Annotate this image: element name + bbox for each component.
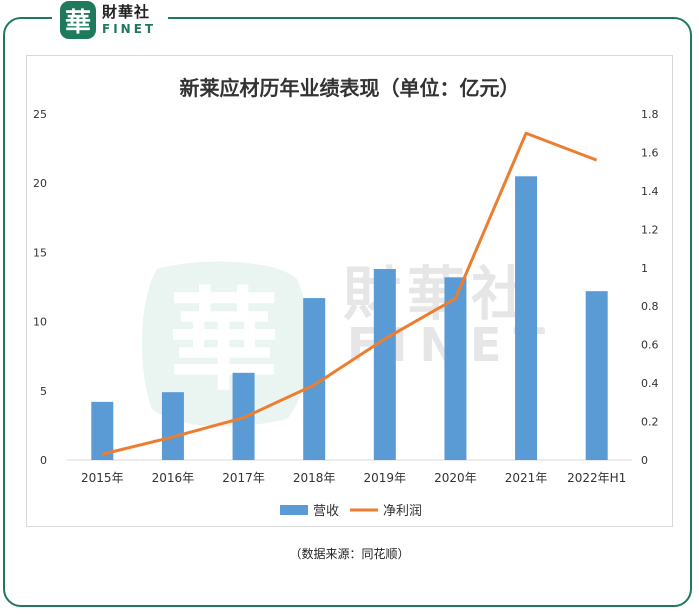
y-right-tick-label: 0 <box>641 454 648 467</box>
x-tick-label: 2016年 <box>152 471 195 485</box>
y-left-tick-label: 20 <box>33 177 47 190</box>
x-tick-label: 2015年 <box>81 471 124 485</box>
source-note: （数据来源：同花顺） <box>289 547 410 561</box>
watermark-seal: 華 <box>141 261 309 427</box>
y-right-tick-label: 1.4 <box>641 185 659 198</box>
x-tick-label: 2021年 <box>505 471 548 485</box>
y-right-tick-label: 1.6 <box>641 146 659 159</box>
y-right-tick-label: 0.6 <box>641 339 659 352</box>
y-left-tick-label: 25 <box>33 108 47 121</box>
chart-container: 華 新莱应材历年业绩表现（单位：亿元） 財華社FINET051015202500… <box>26 55 673 527</box>
chart-plot: 財華社FINET051015202500.20.40.60.811.21.41.… <box>33 108 659 519</box>
y-right-tick-label: 1.2 <box>641 223 659 236</box>
y-left-tick-label: 15 <box>33 246 47 259</box>
revenue-bar <box>444 277 467 460</box>
revenue-bar <box>585 291 608 460</box>
x-tick-label: 2017年 <box>222 471 265 485</box>
y-right-tick-label: 1 <box>641 262 648 275</box>
x-tick-label: 2018年 <box>293 471 336 485</box>
finet-logo: 華 財華社 FINET <box>52 0 169 40</box>
logo-mark: 華 <box>60 1 96 39</box>
y-right-tick-label: 0.2 <box>641 416 659 429</box>
y-right-tick-label: 0.8 <box>641 300 659 313</box>
revenue-bar <box>373 269 396 460</box>
revenue-bar <box>161 392 184 460</box>
x-tick-label: 2022年H1 <box>567 471 626 485</box>
legend-label-net-profit: 净利润 <box>383 504 422 519</box>
legend-swatch-revenue <box>280 505 308 515</box>
net-profit-line <box>101 131 598 456</box>
y-left-tick-label: 5 <box>40 385 47 398</box>
chart-title: 新莱应材历年业绩表现（单位：亿元） <box>179 76 520 100</box>
legend-label-revenue: 营收 <box>313 504 339 519</box>
y-right-tick-label: 1.8 <box>641 108 659 121</box>
logo-en: FINET <box>102 22 157 36</box>
revenue-bar <box>515 176 538 460</box>
y-right-tick-label: 0.4 <box>641 377 659 390</box>
outer-frame <box>3 17 692 607</box>
y-left-tick-label: 10 <box>33 316 47 329</box>
revenue-bar <box>91 401 114 460</box>
logo-text: 財華社 FINET <box>102 3 157 36</box>
revenue-bar <box>303 298 326 460</box>
x-tick-label: 2019年 <box>364 471 407 485</box>
x-tick-label: 2020年 <box>434 471 477 485</box>
y-left-tick-label: 0 <box>40 454 47 467</box>
logo-cn: 財華社 <box>102 3 151 21</box>
watermark-mark: 華 <box>169 276 279 405</box>
